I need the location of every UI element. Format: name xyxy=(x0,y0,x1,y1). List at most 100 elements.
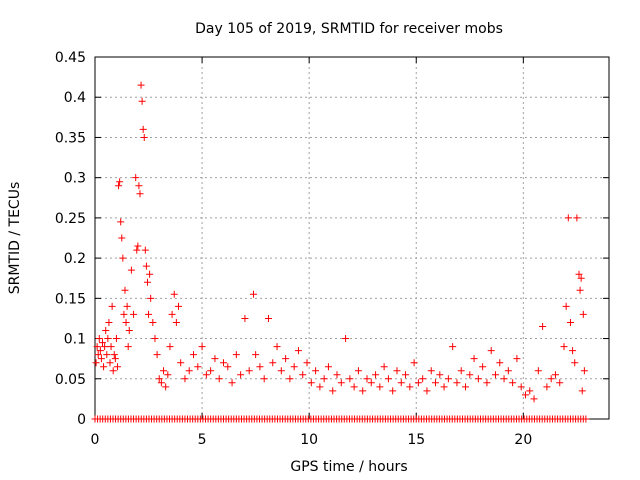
data-point xyxy=(488,347,495,354)
x-axis-label: GPS time / hours xyxy=(290,459,407,475)
data-point xyxy=(233,351,240,358)
data-point xyxy=(166,343,173,350)
data-point xyxy=(103,351,110,358)
data-point xyxy=(539,323,546,330)
data-point xyxy=(389,387,396,394)
data-point xyxy=(106,359,113,366)
data-point xyxy=(325,363,332,370)
data-point xyxy=(466,371,473,378)
data-point xyxy=(458,367,465,374)
y-tick-label: 0.25 xyxy=(55,211,86,227)
data-points xyxy=(93,82,588,403)
data-point xyxy=(308,379,315,386)
data-point xyxy=(246,367,253,374)
data-point xyxy=(406,383,413,390)
data-point xyxy=(98,355,105,362)
data-point xyxy=(312,367,319,374)
data-point xyxy=(359,387,366,394)
data-point xyxy=(569,347,576,354)
data-point xyxy=(147,295,154,302)
data-point xyxy=(93,359,100,366)
data-point xyxy=(278,367,285,374)
x-tick-labels: 0 5 10 15 20 xyxy=(91,432,533,448)
data-point xyxy=(96,335,103,342)
data-point xyxy=(256,363,263,370)
data-point xyxy=(173,319,180,326)
data-point xyxy=(124,303,131,310)
data-point xyxy=(291,363,298,370)
data-point xyxy=(423,387,430,394)
data-point xyxy=(190,351,197,358)
data-point xyxy=(552,371,559,378)
data-point xyxy=(164,371,171,378)
data-point xyxy=(123,319,130,326)
data-point xyxy=(385,375,392,382)
data-point xyxy=(299,371,306,378)
data-point xyxy=(144,279,151,286)
data-point xyxy=(329,387,336,394)
data-point xyxy=(526,387,533,394)
data-point xyxy=(120,311,127,318)
data-point xyxy=(411,359,418,366)
data-point xyxy=(151,335,158,342)
data-point xyxy=(368,379,375,386)
data-point xyxy=(175,303,182,310)
data-point xyxy=(501,375,508,382)
data-point xyxy=(111,351,118,358)
data-point xyxy=(565,214,572,221)
y-tick-labels: 0 0.05 0.1 0.15 0.2 0.25 0.3 0.35 0.4 0.45 xyxy=(55,50,86,428)
data-point xyxy=(108,343,115,350)
y-tick-label: 0.45 xyxy=(55,50,86,66)
data-point xyxy=(351,383,358,390)
data-point xyxy=(104,335,111,342)
data-point xyxy=(381,363,388,370)
data-point xyxy=(110,367,117,374)
data-point xyxy=(140,126,147,133)
data-point xyxy=(121,287,128,294)
data-point xyxy=(100,363,107,370)
data-point xyxy=(130,311,137,318)
y-tick-label: 0.05 xyxy=(55,372,86,388)
data-point xyxy=(126,327,133,334)
data-point xyxy=(142,247,149,254)
chart-title: Day 105 of 2019, SRMTID for receiver mob… xyxy=(195,21,503,37)
data-point xyxy=(116,178,123,185)
data-point xyxy=(518,383,525,390)
data-point xyxy=(402,371,409,378)
data-point xyxy=(338,379,345,386)
data-point xyxy=(321,375,328,382)
data-point xyxy=(561,343,568,350)
y-axis-label: SRMTID / TECUs xyxy=(7,182,23,295)
data-point xyxy=(105,319,112,326)
x-tick-label: 5 xyxy=(198,432,207,448)
data-point xyxy=(132,174,139,181)
data-point xyxy=(449,343,456,350)
data-point xyxy=(453,379,460,386)
data-point xyxy=(563,303,570,310)
data-point xyxy=(479,363,486,370)
data-point xyxy=(145,311,152,318)
data-point xyxy=(186,367,193,374)
data-point xyxy=(556,379,563,386)
data-point xyxy=(567,319,574,326)
y-tick-label: 0.1 xyxy=(64,332,86,348)
tick-marks xyxy=(95,57,609,419)
data-point xyxy=(304,359,311,366)
y-tick-label: 0.2 xyxy=(64,251,86,267)
data-point xyxy=(513,355,520,362)
data-point xyxy=(171,291,178,298)
data-point xyxy=(114,363,121,370)
data-point xyxy=(475,375,482,382)
data-point xyxy=(376,383,383,390)
data-point xyxy=(143,263,150,270)
data-point xyxy=(269,359,276,366)
y-tick-label: 0.3 xyxy=(64,171,86,187)
data-point xyxy=(398,379,405,386)
data-point xyxy=(149,319,156,326)
data-point xyxy=(393,367,400,374)
data-point xyxy=(199,343,206,350)
data-point xyxy=(445,375,452,382)
data-point xyxy=(211,355,218,362)
data-point xyxy=(415,379,422,386)
data-point xyxy=(102,327,109,334)
